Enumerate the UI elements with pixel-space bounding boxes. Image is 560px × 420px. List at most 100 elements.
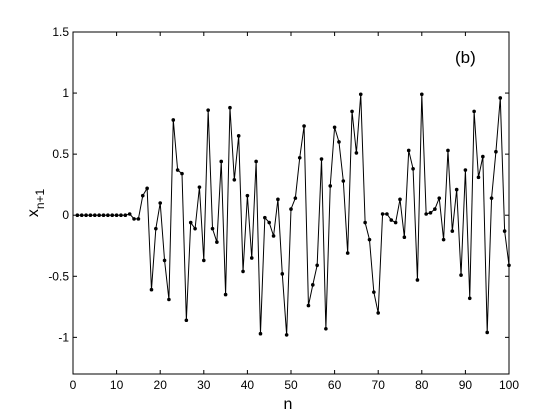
data-point [228,105,232,110]
data-point [402,235,407,239]
data-point [332,125,337,130]
data-point [84,213,88,218]
data-point [376,311,381,315]
data-point [324,327,328,331]
data-point [167,297,171,302]
data-point [367,237,372,242]
data-point [119,213,123,218]
data-point [463,168,468,172]
data-point [498,96,503,100]
data-point [110,213,115,218]
data-point [380,212,385,216]
data-point [385,212,389,216]
data-point [162,258,167,263]
data-point [206,108,210,112]
data-point [75,213,80,218]
data-point [193,226,197,231]
data-point [306,303,311,308]
data-point [175,168,180,172]
x-tick-label: 60 [328,378,342,392]
data-point [154,226,158,231]
data-point [219,159,224,164]
x-tick-label: 0 [70,378,77,392]
data-point [267,220,272,225]
data-point [454,187,459,192]
data-point [149,287,154,292]
data-point [245,193,250,198]
data-point [202,258,206,263]
x-tick-label: 50 [284,378,298,392]
data-point [180,171,184,176]
x-tick-label: 80 [415,378,429,392]
x-tick-label: 20 [154,378,168,392]
data-point [437,196,442,200]
data-point [411,167,415,171]
data-point [101,213,106,218]
data-point [319,157,324,161]
axis-ticks [72,31,510,374]
data-point [315,263,319,268]
data-point [127,212,132,216]
data-point [140,193,145,198]
x-tick-label: 90 [459,378,473,392]
data-point [276,197,280,202]
plot-area [72,31,510,375]
data-point [79,213,84,218]
data-point [328,184,333,188]
data-point [197,185,202,189]
data-point [433,207,437,211]
data-point [232,177,237,182]
y-axis-title-subscript: n+1 [33,188,47,209]
data-point [258,331,263,336]
data-point [136,217,141,221]
data-point [123,213,128,218]
data-point [236,134,241,138]
x-tick-label: 40 [241,378,255,392]
data-point [424,212,428,216]
data-point [472,109,476,114]
data-point [223,292,228,297]
data-point [481,154,485,159]
data-point [350,109,354,114]
data-point [363,220,367,225]
data-point [459,273,463,277]
data-point [476,175,481,180]
data-point [88,213,93,218]
data-point [263,215,267,220]
series-layer [75,92,511,337]
data-point [358,92,363,97]
data-point [132,217,136,221]
data-point [271,234,276,238]
data-point [188,220,193,225]
data-point [372,290,376,294]
y-tick-label: 1.5 [52,25,69,39]
data-point [337,140,341,144]
data-point [293,196,298,200]
data-point [415,278,420,282]
data-point [289,207,293,211]
data-point [106,213,110,218]
data-point [184,318,189,323]
data-point [311,283,315,287]
y-tick-label: 0 [62,208,69,222]
data-point [441,237,446,242]
y-axis-title-main: x [25,209,42,217]
data-point [97,213,101,218]
data-point [389,218,394,222]
series-line [77,94,510,335]
data-point [241,269,245,274]
data-point [280,272,285,276]
data-point [393,220,398,225]
data-point [467,296,472,301]
data-point [450,229,455,233]
x-axis-title: n [284,396,293,413]
data-point [345,251,350,255]
data-point [254,159,258,164]
data-point [297,156,302,160]
data-point [158,201,162,205]
x-tick-label: 30 [197,378,211,392]
data-point [145,186,149,191]
data-point [502,229,507,233]
panel-annotation: (b) [455,48,476,67]
data-point [494,149,498,154]
